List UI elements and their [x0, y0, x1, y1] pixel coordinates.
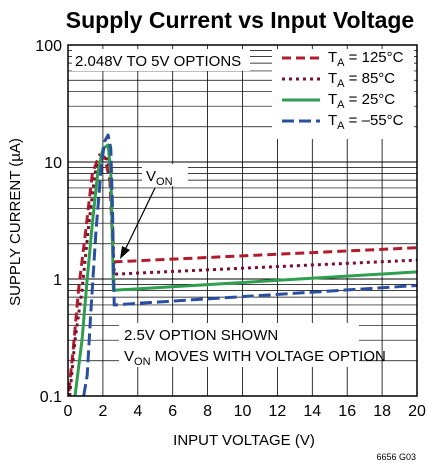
x-tick-label: 0 [64, 403, 73, 420]
x-tick-label: 6 [168, 403, 177, 420]
y-tick-label: 10 [44, 155, 62, 172]
x-tick-label: 12 [269, 403, 287, 420]
options-label: 2.048V TO 5V OPTIONS [75, 53, 241, 70]
figure-code: 6656 G03 [376, 452, 416, 462]
von-arrow-head [120, 246, 130, 259]
x-tick-label: 20 [408, 403, 426, 420]
notes-bg [119, 323, 359, 367]
legend-label-2: TA = 85°C [328, 70, 395, 90]
legend-label-4: TA = –55°C [328, 112, 404, 132]
x-axis-label: INPUT VOLTAGE (V) [173, 432, 315, 449]
x-tick-label: 8 [203, 403, 212, 420]
von-moves-label: VON MOVES WITH VOLTAGE OPTION [124, 348, 386, 368]
von-label-bg [142, 164, 188, 186]
x-tick-label: 2 [98, 403, 107, 420]
y-tick-label: 1 [53, 272, 62, 289]
y-tick-label: 0.1 [40, 389, 62, 406]
series-layer [67, 133, 418, 397]
y-tick-label: 100 [35, 38, 62, 55]
options-label-bg [72, 49, 250, 71]
x-tick-label: 4 [133, 403, 142, 420]
chart-title: Supply Current vs Input Voltage [66, 7, 414, 33]
y-axis-label: SUPPLY CURRENT (µA) [7, 138, 24, 306]
series-line-4 [82, 133, 418, 397]
x-tick-label: 10 [234, 403, 252, 420]
legend: TA = 125°CTA = 85°CTA = 25°CTA = –55°C [282, 49, 404, 132]
x-tick-label: 14 [303, 403, 321, 420]
legend-label-1: TA = 125°C [328, 49, 404, 69]
legend-label-3: TA = 25°C [328, 91, 395, 111]
x-tick-labels: 0 2 4 6 8 10 12 14 16 18 20 [64, 403, 426, 420]
von-label: VON [146, 168, 173, 188]
option-shown-label: 2.5V OPTION SHOWN [124, 327, 278, 344]
y-tick-labels: 0.1 1 10 100 [35, 38, 62, 406]
x-tick-label: 16 [338, 403, 356, 420]
plot-frame [67, 44, 418, 397]
von-arrow-line [124, 187, 156, 251]
legend-bg [272, 49, 414, 139]
x-tick-label: 18 [373, 403, 391, 420]
